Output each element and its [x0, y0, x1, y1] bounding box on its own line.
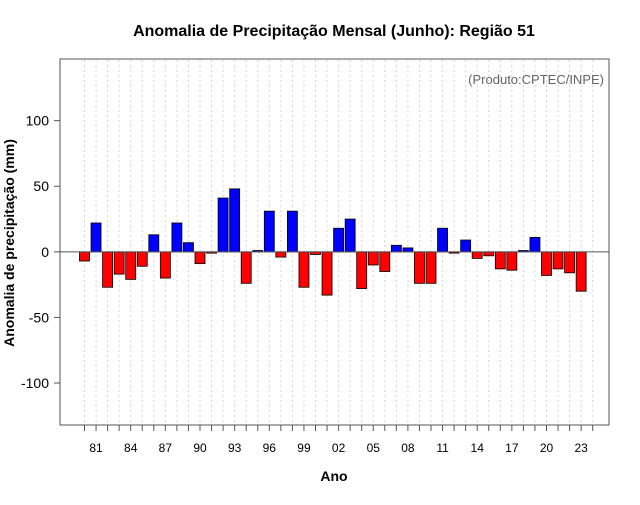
source-annotation: (Produto:CPTEC/INPE): [468, 72, 604, 87]
y-tick-label: -50: [29, 309, 49, 325]
x-tick-label: 81: [89, 441, 103, 455]
x-tick-label: 17: [505, 441, 519, 455]
bar: [102, 251, 113, 288]
bar: [344, 218, 356, 253]
y-tick-label: -100: [21, 375, 49, 391]
bar: [437, 227, 448, 253]
bar: [356, 251, 368, 289]
bar: [286, 210, 298, 253]
bar: [506, 251, 518, 271]
bar: [483, 251, 495, 257]
x-tick-label: 23: [574, 441, 588, 455]
y-tick-label: 0: [41, 244, 49, 260]
bar: [460, 239, 472, 253]
bar: [575, 251, 587, 292]
x-tick-label: 02: [332, 441, 346, 455]
bar: [414, 251, 425, 284]
x-axis: 81 84 87 90 93 96 99 02 05 08 11 14 17 20 23: [84, 425, 594, 455]
x-tick-label: 87: [159, 441, 173, 455]
bar: [183, 242, 194, 253]
x-axis-label: Ano: [320, 468, 347, 484]
bar: [194, 251, 206, 265]
bar: [159, 251, 171, 279]
bar: [402, 247, 414, 253]
bar: [471, 251, 483, 259]
bar: [298, 251, 310, 288]
bar: [494, 251, 506, 270]
bar: [275, 251, 287, 258]
bar: [321, 251, 333, 296]
y-axis-label: Anomalia de precipitação (mm): [1, 139, 17, 347]
x-tick-label: 08: [401, 441, 415, 455]
bar: [229, 188, 241, 253]
bar: [390, 244, 402, 253]
bar: [136, 251, 148, 267]
x-tick-label: 11: [436, 441, 449, 455]
x-tick-label: 90: [193, 441, 207, 455]
y-tick-label: 100: [26, 113, 50, 129]
bar: [564, 251, 575, 274]
bar: [125, 251, 137, 280]
bar: [425, 251, 437, 284]
chart-title: Anomalia de Precipitação Mensal (Junho):…: [133, 23, 535, 40]
bar: [529, 237, 541, 253]
bar: [113, 251, 125, 275]
plot-frame: [59, 58, 610, 426]
bar: [552, 251, 564, 270]
bar: [379, 251, 391, 272]
bar: [217, 197, 229, 253]
bar: [263, 210, 275, 253]
bar: [79, 251, 90, 262]
bar: [541, 251, 552, 276]
x-tick-label: 20: [540, 441, 554, 455]
x-tick-label: 05: [367, 441, 381, 455]
bar: [90, 222, 102, 253]
bar: [171, 222, 183, 253]
x-tick-label: 84: [124, 441, 138, 455]
bar: [240, 251, 252, 284]
x-tick-label: 96: [263, 441, 277, 455]
y-axis: -100 -50 0 50 100: [21, 113, 60, 391]
bar: [367, 251, 379, 266]
bar: [333, 227, 345, 253]
y-tick-label: 50: [33, 178, 49, 194]
x-tick-label: 99: [297, 441, 311, 455]
bars: [79, 188, 587, 296]
x-tick-label: 93: [228, 441, 242, 455]
x-tick-label: 14: [471, 441, 485, 455]
bar: [148, 234, 160, 253]
